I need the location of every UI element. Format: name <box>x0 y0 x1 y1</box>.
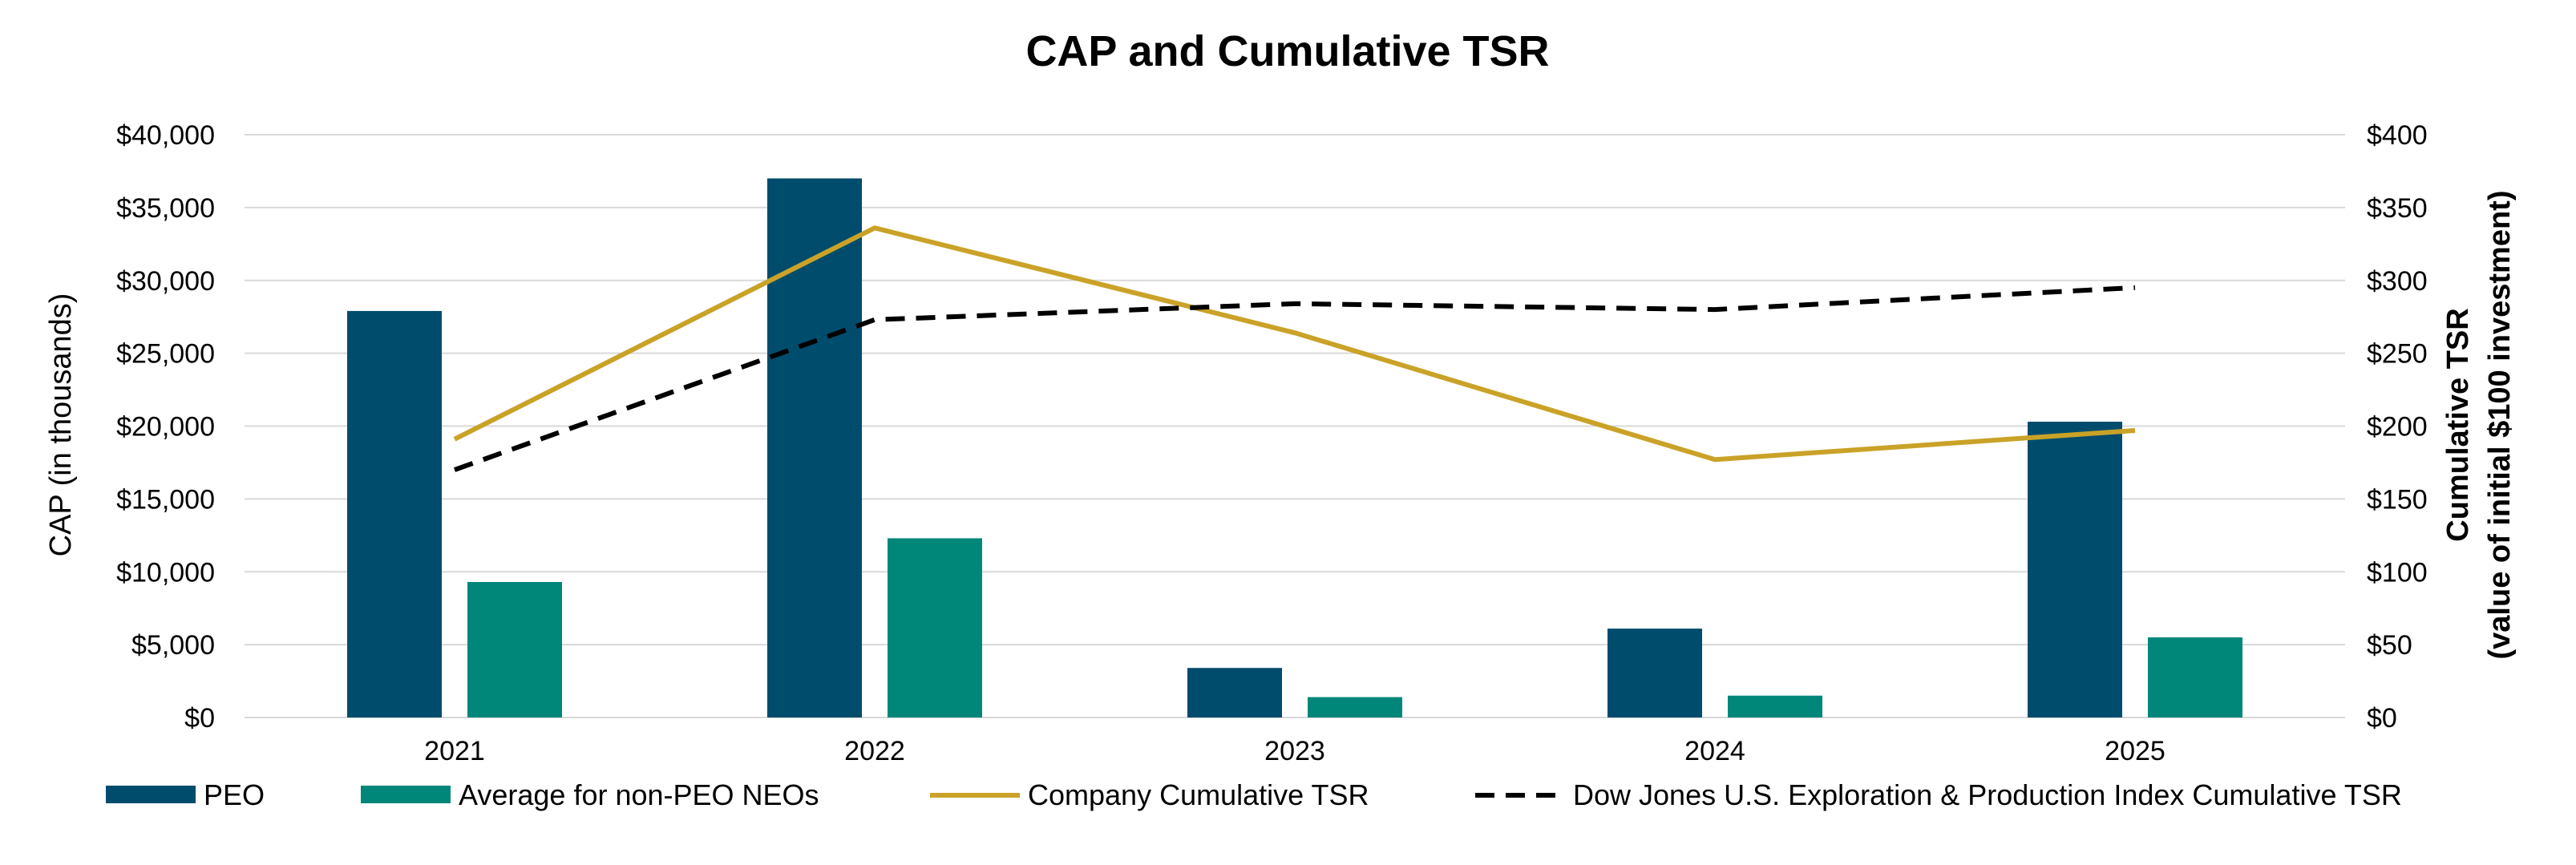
bar-peo-2021 <box>347 310 442 717</box>
y-tick-label: $15,000 <box>116 484 215 515</box>
y-tick-label: $0 <box>184 703 215 734</box>
company-tsr-line <box>453 225 2136 463</box>
legend-swatch <box>106 786 196 803</box>
bar-peo-2022 <box>767 178 862 717</box>
legend-label: Average for non-PEO NEOs <box>459 778 819 811</box>
legend-label: PEO <box>204 778 265 811</box>
bar-average-for-non-peo-neos-2021 <box>467 581 562 717</box>
y-tick-label: $30,000 <box>116 266 215 297</box>
x-tick-label: 2023 <box>1264 736 1325 766</box>
y2-tick-label: $150 <box>2367 484 2428 515</box>
y-tick-label: $25,000 <box>116 339 215 370</box>
y2-tick-label: $200 <box>2367 412 2428 443</box>
bar-peo-2023 <box>1187 668 1282 717</box>
y2-tick-label: $250 <box>2367 339 2428 370</box>
y-tick-label: $40,000 <box>116 120 215 151</box>
index-tsr-line <box>453 285 2136 472</box>
bar-peo-2025 <box>2028 422 2122 717</box>
x-tick-label: 2024 <box>1684 736 1745 766</box>
y-tick-label: $5,000 <box>131 630 215 661</box>
legend-swatch <box>361 786 451 803</box>
x-tick-label: 2021 <box>424 736 485 766</box>
y-axis-label: CAP (in thousands) <box>44 293 78 557</box>
legend: PEO Average for non-PEO NEOs Company Cumul… <box>106 778 2402 811</box>
y2-tick-label: $0 <box>2367 703 2397 734</box>
lines <box>453 225 2136 472</box>
x-tick-label: 2022 <box>844 736 905 766</box>
y2-tick-label: $50 <box>2367 630 2412 661</box>
y2-tick-label: $400 <box>2367 120 2428 151</box>
y-tick-label: $35,000 <box>116 193 215 224</box>
left-axis-ticks: $0 $5,000 $10,000 $15,000 $20,000 $25,000 $30,… <box>116 120 215 734</box>
bar-average-for-non-peo-neos-2022 <box>888 538 982 717</box>
y-tick-label: $10,000 <box>116 557 215 588</box>
y2-axis-label-line1: Cumulative TSR <box>2441 308 2475 541</box>
right-axis-ticks: $0 $50 $100 $150 $200 $250 $300 $350 $400 <box>2367 120 2428 734</box>
bar-average-for-non-peo-neos-2025 <box>2148 637 2242 717</box>
bar-average-for-non-peo-neos-2023 <box>1308 697 1402 717</box>
bars <box>347 178 2242 717</box>
x-tick-label: 2025 <box>2105 736 2166 766</box>
x-axis-ticks: 2021 2022 2023 2024 2025 <box>424 736 2166 766</box>
legend-label: Company Cumulative TSR <box>1028 778 1369 811</box>
y-tick-label: $20,000 <box>116 412 215 443</box>
y2-axis-label-line2: (value of initial $100 investment) <box>2483 191 2517 660</box>
bar-average-for-non-peo-neos-2024 <box>1728 695 1822 717</box>
y2-tick-label: $100 <box>2367 557 2428 588</box>
legend-label: Dow Jones U.S. Exploration & Production … <box>1573 778 2402 811</box>
gridlines <box>245 134 2345 718</box>
bar-peo-2024 <box>1607 629 1702 717</box>
y2-tick-label: $350 <box>2367 193 2428 224</box>
chart-title: CAP and Cumulative TSR <box>1025 27 1549 75</box>
y2-tick-label: $300 <box>2367 266 2428 297</box>
